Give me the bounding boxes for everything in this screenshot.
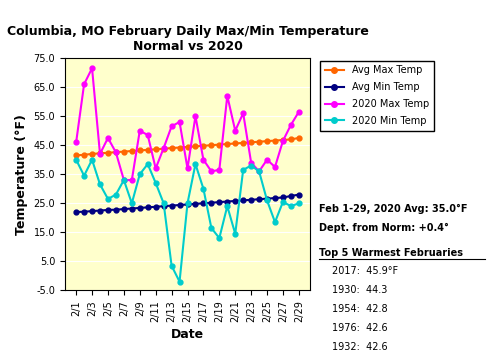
Text: Feb 1-29, 2020 Avg: 35.0°F: Feb 1-29, 2020 Avg: 35.0°F: [319, 204, 468, 215]
Text: Top 5 Warmest Februaries: Top 5 Warmest Februaries: [319, 248, 463, 258]
X-axis label: Date: Date: [171, 328, 204, 341]
Y-axis label: Temperature (°F): Temperature (°F): [15, 114, 28, 234]
Text: Dept. from Norm: +0.4°: Dept. from Norm: +0.4°: [319, 223, 449, 233]
Text: 1976:  42.6: 1976: 42.6: [332, 323, 387, 333]
Text: 1930:  44.3: 1930: 44.3: [332, 285, 387, 295]
Text: 2017:  45.9°F: 2017: 45.9°F: [332, 266, 398, 276]
Legend: Avg Max Temp, Avg Min Temp, 2020 Max Temp, 2020 Min Temp: Avg Max Temp, Avg Min Temp, 2020 Max Tem…: [320, 61, 434, 131]
Text: 1932:  42.6: 1932: 42.6: [332, 342, 387, 352]
Text: 1954:  42.8: 1954: 42.8: [332, 304, 387, 314]
Title: Columbia, MO February Daily Max/Min Temperature
Normal vs 2020: Columbia, MO February Daily Max/Min Temp…: [6, 25, 368, 53]
